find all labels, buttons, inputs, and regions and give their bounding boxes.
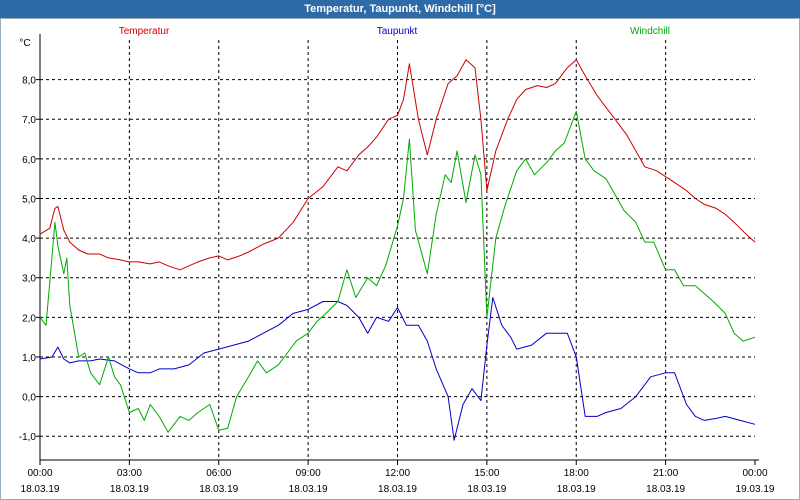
series-lines — [39, 59, 756, 441]
window-title: Temperatur, Taupunkt, Windchill [°C] — [0, 0, 800, 18]
y-axis-unit: °C — [19, 38, 30, 49]
x-tick-label-date: 18.03.19 — [199, 484, 238, 495]
line-chart: 00:00 18.03.19 03:00 18.03.19 06:00 18.03.19 0… — [19, 26, 775, 495]
y-tick-label: 2,0 — [22, 313, 36, 324]
axes: 00:00 18.03.19 03:00 18.03.19 06:00 18.03.19 0… — [19, 34, 775, 495]
legend-entry-taupunkt: Taupunkt — [377, 26, 418, 37]
x-tick-label-date: 18.03.19 — [21, 484, 60, 495]
x-tick-label-time: 12:00 — [385, 468, 410, 479]
x-tick-label-date: 18.03.19 — [289, 484, 328, 495]
x-tick-label-time: 00:00 — [27, 468, 52, 479]
series-line-temperatur — [39, 59, 756, 271]
y-tick-label: 8,0 — [22, 76, 36, 87]
x-tick-label-time: 09:00 — [296, 468, 321, 479]
x-tick-label-time: 03:00 — [117, 468, 142, 479]
series-line-windchill — [39, 110, 756, 433]
x-tick-label-date: 18.03.19 — [646, 484, 685, 495]
y-tick-label: 3,0 — [22, 274, 36, 285]
y-tick-label: 7,0 — [22, 115, 36, 126]
x-tick-label-time: 15:00 — [474, 468, 499, 479]
y-tick-label: 4,0 — [22, 234, 36, 245]
y-tick-label: 6,0 — [22, 155, 36, 166]
legend-entry-windchill: Windchill — [630, 26, 670, 37]
y-tick-label: 1,0 — [22, 353, 36, 364]
x-tick-label-date: 19.03.19 — [736, 484, 775, 495]
x-tick-label-date: 18.03.19 — [378, 484, 417, 495]
y-tick-label: 5,0 — [22, 194, 36, 205]
series-line-taupunkt — [39, 297, 756, 441]
y-tick-label: 0,0 — [22, 393, 36, 404]
x-tick-label-time: 06:00 — [206, 468, 231, 479]
grid-lines — [40, 40, 755, 460]
x-tick-label-date: 18.03.19 — [467, 484, 506, 495]
x-tick-label-time: 00:00 — [742, 468, 767, 479]
x-tick-label-date: 18.03.19 — [557, 484, 596, 495]
legend: Temperatur Taupunkt Windchill — [119, 26, 670, 37]
x-tick-label-time: 21:00 — [653, 468, 678, 479]
legend-entry-temperatur: Temperatur — [119, 26, 170, 37]
y-tick-label: -1,0 — [19, 432, 37, 443]
x-tick-label-time: 18:00 — [564, 468, 589, 479]
x-tick-label-date: 18.03.19 — [110, 484, 149, 495]
